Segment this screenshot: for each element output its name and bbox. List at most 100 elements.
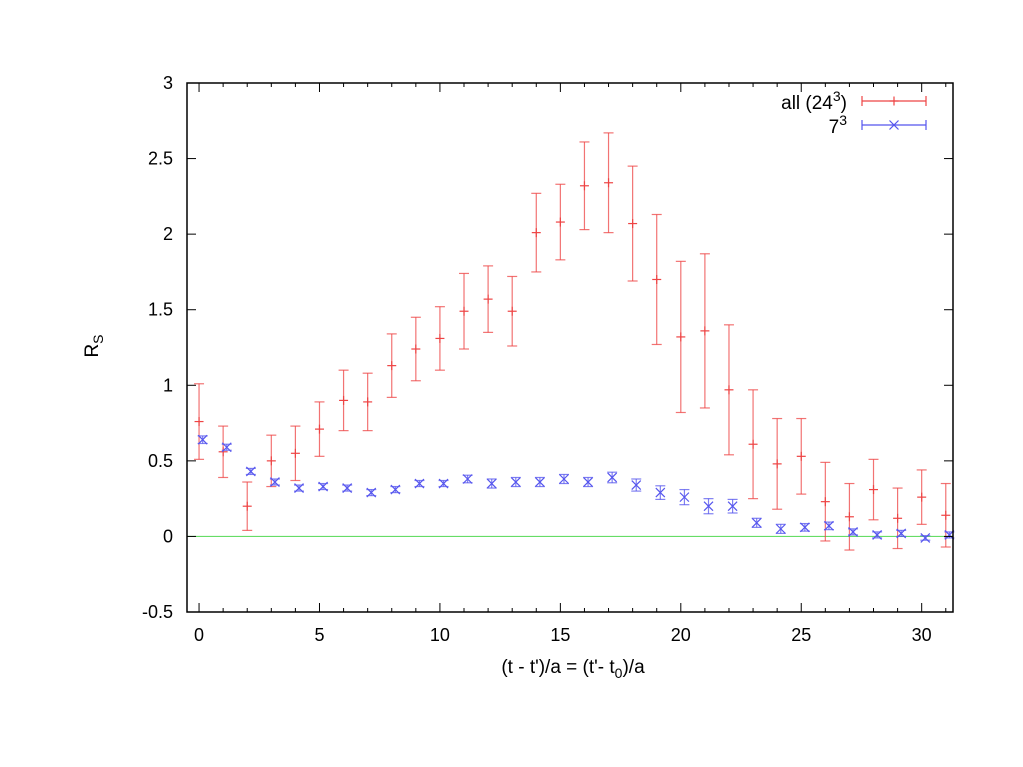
point-marker [604, 178, 614, 188]
x-tick-label: 30 [912, 625, 932, 645]
data-point [221, 442, 232, 453]
data-point [338, 369, 349, 432]
data-point [896, 528, 907, 539]
data-point [507, 275, 518, 347]
point-marker [775, 523, 786, 534]
point-marker [459, 306, 469, 316]
data-point [631, 478, 642, 492]
point-marker [917, 492, 927, 502]
marker-stroke [534, 477, 545, 487]
marker-stroke [269, 477, 280, 487]
x-axis-label-tail: )/a [622, 657, 645, 678]
data-point [607, 471, 618, 484]
legend-label-series-2-sup: 3 [839, 112, 847, 128]
point-marker [534, 477, 545, 487]
legend-label-series-1-sup: 3 [833, 88, 841, 104]
point-marker [531, 228, 541, 238]
point-marker [390, 484, 401, 495]
marker-stroke [727, 501, 738, 512]
marker-stroke [486, 478, 497, 489]
data-point [459, 272, 470, 350]
data-point [872, 529, 883, 540]
marker-stroke [872, 529, 883, 540]
legend-label-series-1-text: all (24 [781, 93, 833, 114]
data-point [727, 498, 738, 514]
data-point [558, 473, 569, 485]
marker-stroke [751, 517, 762, 528]
point-marker [727, 501, 738, 512]
data-point [799, 522, 810, 533]
marker-stroke [245, 466, 256, 477]
data-point [820, 461, 831, 542]
point-marker [724, 385, 734, 395]
data-point [242, 481, 253, 531]
point-marker [266, 456, 276, 466]
data-point [386, 333, 397, 398]
y-tick-label: 2.5 [148, 149, 173, 169]
x-axis-label-main: (t - t')/a = (t'- t [501, 657, 615, 678]
marker-stroke [775, 523, 786, 534]
y-axis-label: RS [82, 334, 106, 357]
data-point [410, 316, 421, 382]
point-marker [194, 417, 204, 427]
data-point [294, 483, 305, 493]
data-point [245, 466, 256, 477]
point-marker [314, 424, 324, 434]
legend-marker [889, 96, 899, 106]
legend-sample-series-1 [861, 96, 927, 106]
point-marker [366, 487, 377, 498]
marker-stroke [221, 442, 232, 453]
point-marker [339, 395, 349, 405]
data-point [583, 476, 594, 488]
y-axis-label-main: R [82, 344, 103, 358]
series-1 [194, 132, 951, 551]
point-marker [676, 332, 686, 342]
point-marker [652, 274, 662, 284]
point-marker [363, 397, 373, 407]
data-point [675, 260, 686, 414]
series-2 [197, 434, 955, 543]
marker-stroke [462, 474, 473, 484]
point-marker [700, 326, 710, 336]
marker-stroke [294, 483, 304, 493]
data-point [699, 253, 710, 409]
data-point [655, 485, 666, 500]
point-marker [941, 510, 951, 520]
data-point [390, 484, 401, 495]
point-marker [703, 501, 714, 512]
point-marker [848, 526, 858, 537]
legend-label-series-2-text: 7 [829, 117, 840, 138]
point-marker [411, 344, 421, 354]
point-marker [655, 487, 666, 498]
point-marker [748, 439, 758, 449]
data-point [197, 434, 208, 445]
data-point [627, 165, 638, 282]
data-point [796, 417, 807, 495]
marker-stroke [631, 480, 642, 490]
point-marker [844, 512, 854, 522]
data-point [920, 533, 931, 543]
data-point [531, 192, 542, 273]
point-marker [294, 483, 304, 493]
marker-stroke [559, 474, 569, 484]
marker-stroke [318, 481, 329, 492]
marker-stroke [342, 483, 353, 493]
data-point [772, 417, 783, 510]
point-marker [896, 528, 907, 539]
plot-frame [186, 82, 954, 613]
data-point [579, 141, 590, 231]
data-point [414, 478, 425, 489]
y-tick-label: 0 [163, 526, 173, 546]
data-point [314, 401, 325, 457]
data-point [651, 213, 662, 346]
data-point [462, 474, 473, 484]
x-tick-label: 15 [550, 625, 570, 645]
point-marker [751, 517, 762, 528]
y-tick-label: 1 [163, 375, 173, 395]
data-point [679, 488, 690, 506]
data-point [555, 183, 566, 261]
marker-stroke [390, 484, 401, 495]
data-point [366, 487, 377, 498]
data-point [892, 487, 903, 550]
data-point [510, 476, 521, 488]
